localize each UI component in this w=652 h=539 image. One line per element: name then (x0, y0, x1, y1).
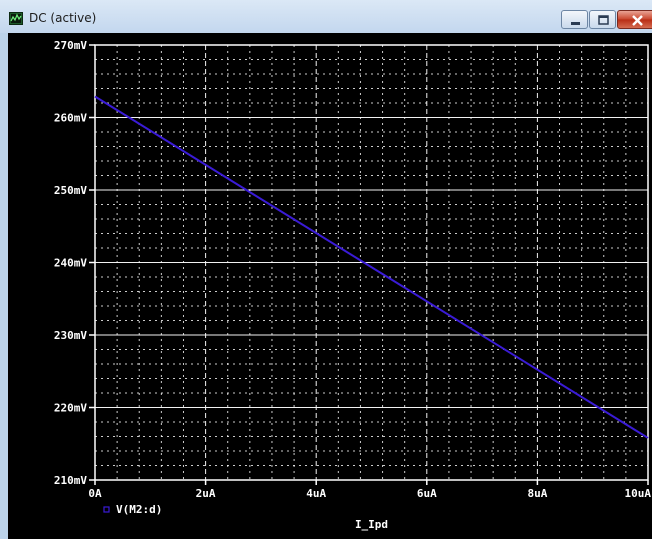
y-tick-label: 220mV (54, 402, 87, 415)
legend-label: V(M2:d) (116, 503, 162, 516)
trace-line (94, 95, 649, 439)
legend-marker (103, 506, 110, 513)
y-tick-label: 270mV (54, 39, 87, 52)
grid-lines (95, 45, 648, 480)
x-tick-label: 10uA (625, 487, 652, 500)
plot-area[interactable]: 210mV 220mV 230mV 240mV 250mV 260mV 270mV 0A 2uA… (8, 33, 652, 539)
minimize-icon (571, 22, 580, 25)
x-tick-label: 4uA (306, 487, 326, 500)
y-tick-label: 250mV (54, 184, 87, 197)
x-tick-label: 8uA (527, 487, 547, 500)
y-tick-label: 240mV (54, 257, 87, 270)
y-tick-label: 230mV (54, 329, 87, 342)
minimize-button[interactable] (561, 10, 588, 29)
probe-plot[interactable]: 210mV 220mV 230mV 240mV 250mV 260mV 270mV 0A 2uA… (8, 33, 652, 539)
x-axis-label: I_Ipd (355, 518, 388, 531)
x-tick-label: 2uA (196, 487, 216, 500)
waveform-icon (9, 12, 23, 25)
close-icon (632, 15, 643, 26)
x-tick-label: 6uA (417, 487, 437, 500)
maximize-icon (598, 15, 609, 25)
window-title: DC (active) (29, 11, 97, 25)
maximize-button[interactable] (589, 10, 616, 29)
x-tick-label: 0A (88, 487, 102, 500)
close-button[interactable] (617, 10, 652, 29)
y-tick-label: 260mV (54, 112, 87, 125)
title-bar[interactable]: DC (active) (0, 0, 652, 33)
y-tick-label: 210mV (54, 474, 87, 487)
